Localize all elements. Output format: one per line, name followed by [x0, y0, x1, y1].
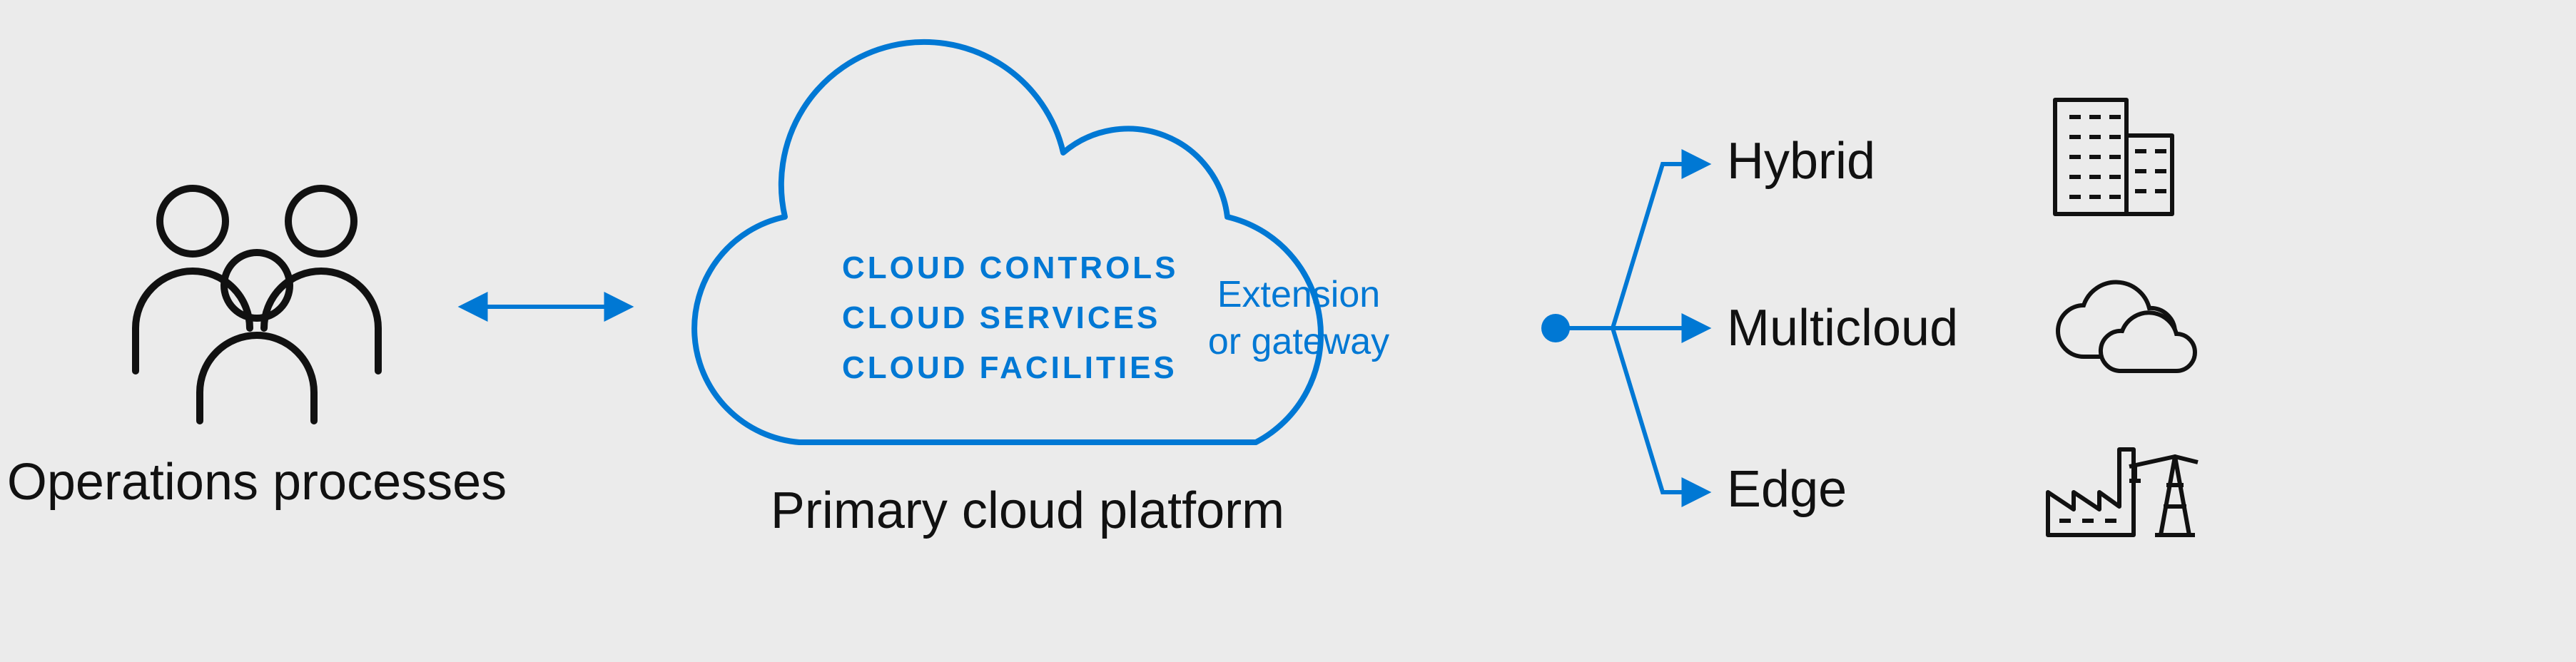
- primary-cloud: CLOUD CONTROLS CLOUD SERVICES CLOUD FACI…: [694, 42, 1389, 442]
- branch-label-hybrid: Hybrid: [1727, 133, 1875, 190]
- cloud-inner-line-1: CLOUD CONTROLS: [842, 250, 1179, 285]
- fanout-arrow-hybrid: [1556, 164, 1705, 328]
- branch-label-multicloud: Multicloud: [1727, 300, 1958, 357]
- multicloud-icon: [2058, 282, 2195, 371]
- people-group-icon: [136, 188, 378, 421]
- fanout-arrow-edge: [1556, 328, 1705, 492]
- buildings-icon: [2055, 100, 2172, 214]
- diagram-canvas: Operations processes CLOUD CONTROLS CLOU…: [0, 0, 2576, 662]
- cloud-inner-line-3: CLOUD FACILITIES: [842, 350, 1177, 385]
- fanout-connector: [1541, 164, 1705, 492]
- operations-label: Operations processes: [7, 454, 507, 511]
- cloud-label: Primary cloud platform: [771, 482, 1284, 539]
- branch-label-edge: Edge: [1727, 461, 1847, 518]
- edge-factory-icon: [2048, 449, 2198, 535]
- cloud-inner-line-2: CLOUD SERVICES: [842, 300, 1160, 335]
- cloud-ext-line-2: or gateway: [1208, 321, 1389, 362]
- cloud-ext-line-1: Extension: [1217, 274, 1380, 315]
